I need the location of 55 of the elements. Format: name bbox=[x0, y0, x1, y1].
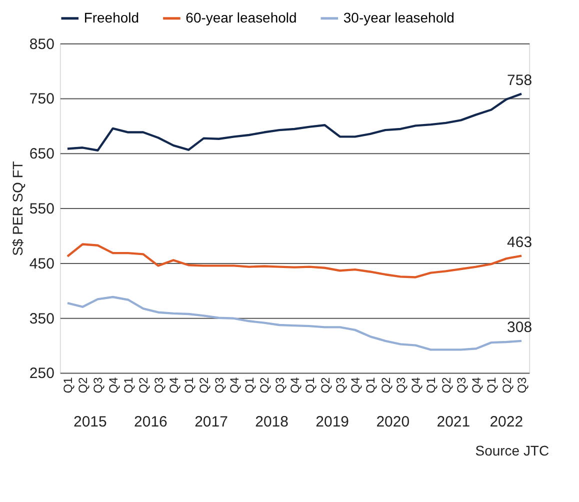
x-tick-label: Q2 bbox=[76, 376, 90, 394]
x-tick-label: Q3 bbox=[152, 376, 166, 394]
y-tick-label: 450 bbox=[29, 255, 54, 272]
data-label: 308 bbox=[507, 318, 532, 336]
x-tick-label: Q1 bbox=[121, 376, 136, 394]
x-tick-label: Q2 bbox=[258, 376, 272, 394]
x-tick-label: Q1 bbox=[424, 376, 438, 394]
text: 2021 bbox=[436, 414, 470, 431]
x-tick-label: Q3 bbox=[91, 376, 106, 394]
x-tick-label: Q3 bbox=[515, 376, 530, 394]
legend-label: 60-year leasehold bbox=[186, 9, 297, 26]
y-tick-label: 550 bbox=[29, 200, 54, 218]
x-tick-label: Q2 bbox=[136, 376, 151, 394]
x-tick-label: Q3 bbox=[333, 376, 348, 394]
x-tick-label: Q3 bbox=[212, 376, 226, 394]
x-tick-label: Q1 bbox=[364, 376, 378, 394]
x-tick-label: Q2 bbox=[500, 376, 514, 394]
text: 2016 bbox=[134, 414, 168, 431]
y-tick-label: 850 bbox=[29, 36, 54, 53]
y-tick-label: 350 bbox=[29, 310, 54, 328]
x-tick-label: Q2 bbox=[197, 376, 212, 394]
data-label: 463 bbox=[507, 234, 532, 251]
x-tick-label: Q1 bbox=[303, 376, 318, 394]
line-series bbox=[66, 92, 523, 152]
text: 2015 bbox=[74, 414, 107, 431]
data-label: 758 bbox=[507, 72, 532, 89]
text: 2022 bbox=[490, 414, 524, 431]
y-tick-label: 250 bbox=[29, 365, 54, 382]
x-tick-label: Q1 bbox=[60, 376, 75, 394]
text: 2020 bbox=[376, 414, 410, 431]
x-tick-label: Q3 bbox=[454, 376, 468, 394]
x-tick-label: Q4 bbox=[106, 376, 120, 394]
x-tick-label: Q1 bbox=[242, 376, 257, 394]
legend-label: 30-year leasehold bbox=[343, 9, 454, 26]
y-tick-label: 750 bbox=[29, 90, 54, 108]
x-tick-label: Q1 bbox=[484, 376, 499, 394]
text: 2018 bbox=[255, 414, 288, 431]
x-tick-label: Q3 bbox=[394, 376, 408, 394]
text: 2019 bbox=[316, 414, 349, 431]
x-tick-label: Q2 bbox=[318, 376, 332, 394]
source-note: Source JTC bbox=[475, 442, 550, 459]
x-tick-label: Q1 bbox=[182, 376, 196, 394]
x-tick-label: Q4 bbox=[348, 376, 363, 394]
y-axis-title: S$ PER SQ FT bbox=[9, 160, 26, 256]
x-tick-label: Q3 bbox=[272, 376, 287, 394]
x-tick-label: Q4 bbox=[470, 376, 484, 394]
x-tick-label: Q2 bbox=[378, 376, 393, 394]
x-tick-label: Q4 bbox=[288, 376, 302, 394]
x-tick-label: Q2 bbox=[439, 376, 454, 394]
x-tick-label: Q4 bbox=[227, 376, 242, 394]
y-tick-label: 650 bbox=[29, 146, 54, 163]
x-tick-label: Q4 bbox=[166, 376, 181, 394]
x-tick-label: Q4 bbox=[409, 376, 424, 394]
legend-label: Freehold bbox=[84, 9, 139, 26]
text: 2017 bbox=[194, 414, 228, 431]
